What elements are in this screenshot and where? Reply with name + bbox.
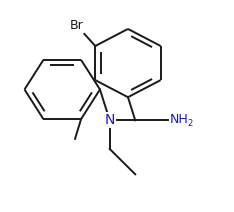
Text: Br: Br bbox=[69, 19, 83, 32]
Text: NH: NH bbox=[169, 113, 188, 126]
Text: N: N bbox=[105, 113, 115, 127]
Text: 2: 2 bbox=[187, 119, 192, 128]
